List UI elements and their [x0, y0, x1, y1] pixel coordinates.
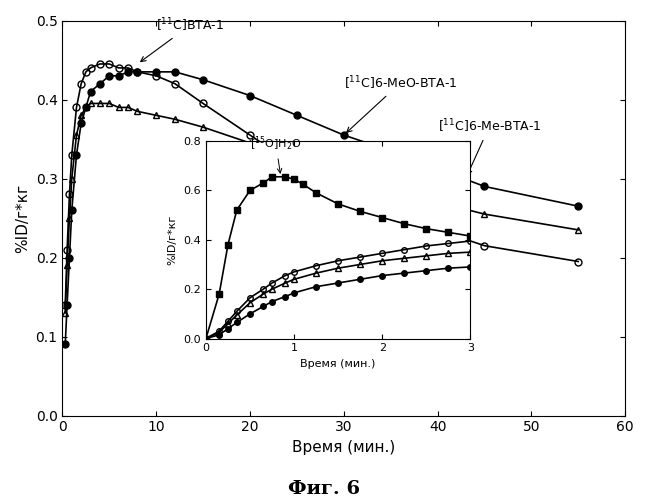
Text: [$^{11}$C]6-MeO-BTA-1: [$^{11}$C]6-MeO-BTA-1	[344, 74, 457, 132]
Text: Фиг. 6: Фиг. 6	[288, 480, 361, 498]
Text: [$^{11}$C]BTA-1: [$^{11}$C]BTA-1	[141, 16, 225, 62]
X-axis label: Время (мин.): Время (мин.)	[292, 440, 395, 455]
Y-axis label: %ID/г*кг: %ID/г*кг	[15, 184, 30, 252]
Text: [$^{11}$C]6-Me-BTA-1: [$^{11}$C]6-Me-BTA-1	[437, 118, 541, 175]
